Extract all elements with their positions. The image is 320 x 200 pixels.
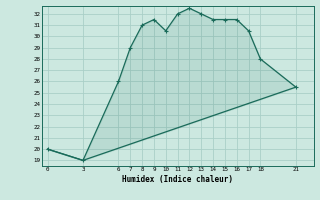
X-axis label: Humidex (Indice chaleur): Humidex (Indice chaleur) (122, 175, 233, 184)
